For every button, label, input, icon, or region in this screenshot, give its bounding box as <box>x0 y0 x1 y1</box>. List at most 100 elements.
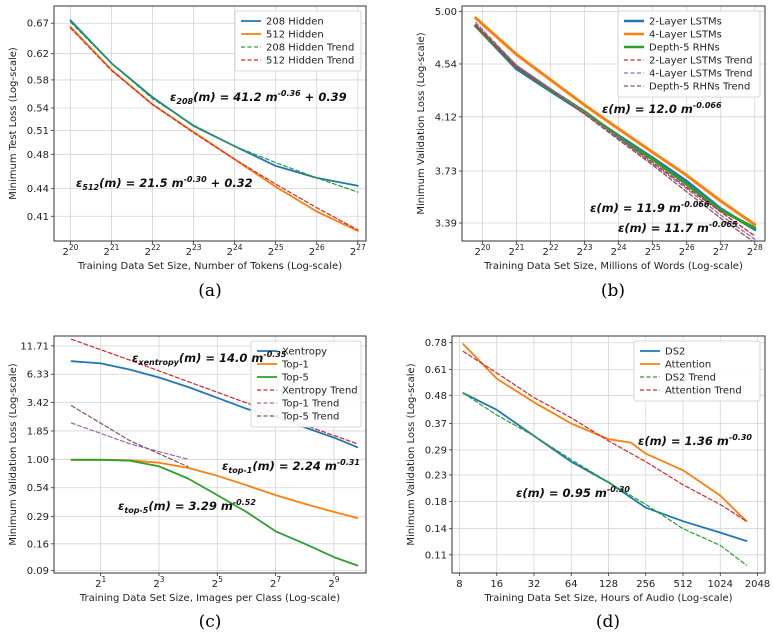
x-tick-base: 2 <box>62 247 68 258</box>
x-tick-base: 2 <box>104 247 110 258</box>
x-tick-label: 224 <box>611 243 627 258</box>
x-tick-label: 227 <box>350 243 366 258</box>
y-tick-label: 0.37 <box>425 419 447 430</box>
x-tick-exponent: 25 <box>651 243 661 252</box>
x-tick-label: 220 <box>62 243 78 258</box>
equation-mid: (m) = 11.9 m <box>596 201 681 215</box>
x-tick-exponent: 1 <box>101 575 106 584</box>
x-tick-label: 220 <box>474 243 490 258</box>
legend-label: Depth-5 RHNs Trend <box>649 82 750 93</box>
equation-sup: -0.066 <box>693 101 722 110</box>
x-tick-exponent: 25 <box>274 243 284 252</box>
legend-label: Attention <box>665 360 711 371</box>
x-tick-label: 2048 <box>745 579 770 590</box>
fit-equation: εtop-5(m) = 3.29 m-0.52 <box>118 498 256 515</box>
y-axis-label: Minimum Validation Loss (Log-scale) <box>416 32 427 214</box>
y-tick-label: 0.48 <box>27 150 49 161</box>
x-tick-exponent: 20 <box>481 243 491 252</box>
series-line-ds2-trend <box>462 392 748 566</box>
legend-label: 208 Hidden <box>266 17 324 28</box>
x-tick-base: 2 <box>509 247 515 258</box>
equation-main: ε <box>222 459 228 473</box>
equation-mid: (m) = 12.0 m <box>608 102 693 116</box>
x-tick-base: 2 <box>268 247 274 258</box>
equation-sub: top-5 <box>124 506 148 515</box>
equation-sup: -0.30 <box>729 433 752 442</box>
y-tick-label: 0.29 <box>27 512 49 523</box>
y-tick-label: 0.48 <box>425 391 447 402</box>
y-tick-label: 0.61 <box>425 365 447 376</box>
x-tick-base: 2 <box>328 579 334 590</box>
series-line-depth-5-rhns-trend <box>474 23 754 241</box>
legend-label: Top-1 Trend <box>281 399 339 410</box>
x-tick-base: 2 <box>645 247 651 258</box>
fit-equation: ε(m) = 1.36 m-0.30 <box>638 433 752 448</box>
x-axis-label: Training Data Set Size, Images per Class… <box>79 593 340 604</box>
x-tick-label: 223 <box>577 243 593 258</box>
equation-main: ε <box>76 176 82 190</box>
y-axis-label: Minimum Validation Loss (Log-scale) <box>8 363 19 545</box>
legend-label: DS2 Trend <box>665 373 716 384</box>
x-tick-label: 228 <box>747 243 763 258</box>
x-tick-label: 25 <box>212 575 223 590</box>
fit-equation: ε(m) = 12.0 m-0.066 <box>602 101 722 116</box>
y-tick-label: 3.73 <box>435 166 457 177</box>
fit-equation: εtop-1(m) = 2.24 m-0.31 <box>222 458 360 475</box>
plot-frame <box>461 5 766 242</box>
y-tick-label: 0.78 <box>425 338 447 349</box>
legend-label: Top-5 Trend <box>281 412 339 423</box>
x-tick-label: 16 <box>490 579 503 590</box>
equation-main: ε <box>170 90 176 104</box>
x-tick-label: 225 <box>268 243 284 258</box>
y-tick-label: 4.12 <box>435 112 457 123</box>
legend-label: 512 Hidden <box>266 30 324 41</box>
series-line-4-layer-lstms <box>474 16 757 227</box>
equation-main: ε <box>118 499 124 513</box>
x-tick-exponent: 26 <box>315 243 325 252</box>
x-tick-label: 32 <box>528 579 541 590</box>
x-tick-label: 512 <box>673 579 692 590</box>
y-tick-label: 3.42 <box>27 398 49 409</box>
x-tick-base: 2 <box>186 247 192 258</box>
legend-box <box>633 340 761 402</box>
legend: DS2 Attention DS2 Trend Attention Trend <box>633 340 761 402</box>
x-tick-exponent: 23 <box>583 243 593 252</box>
chart-panel-d: 8 16 32 64 128 256 512 1024 2048 0.78 0.61 0.48 0.37… <box>406 335 770 632</box>
x-tick-label: 227 <box>713 243 729 258</box>
equation-mid: (m) = 1.36 m <box>644 434 729 448</box>
x-tick-exponent: 24 <box>233 243 243 252</box>
x-tick-label: 221 <box>104 243 120 258</box>
y-tick-label: 0.41 <box>27 212 49 223</box>
equation-sup: -0.31 <box>337 458 360 467</box>
equation-main: ε <box>638 434 644 448</box>
equation-sup: -0.30 <box>607 485 630 494</box>
x-tick-exponent: 5 <box>218 575 223 584</box>
x-tick-label: 128 <box>599 579 618 590</box>
equation-tail: + 0.32 <box>207 176 253 190</box>
legend-label: Depth-5 RHNs <box>649 43 720 54</box>
x-tick-exponent: 27 <box>356 243 366 252</box>
legend-label: 4-Layer LSTMs Trend <box>649 69 752 80</box>
x-axis-label: Training Data Set Size, Number of Tokens… <box>77 261 342 272</box>
y-tick-label: 0.29 <box>425 445 447 456</box>
x-tick-base: 2 <box>350 247 356 258</box>
legend-label: 2-Layer LSTMs <box>649 17 722 28</box>
legend-label: 208 Hidden Trend <box>266 43 354 54</box>
y-tick-label: 1.00 <box>27 455 49 466</box>
x-tick-label: 222 <box>145 243 161 258</box>
equation-sup: -0.36 <box>278 89 301 98</box>
y-tick-label: 0.67 <box>27 19 49 30</box>
equation-sup: -0.066 <box>681 200 710 209</box>
x-tick-exponent: 28 <box>753 243 763 252</box>
legend-label: Xentropy Trend <box>282 386 358 397</box>
equation-mid: (m) = 3.29 m <box>148 499 233 513</box>
y-tick-label: 5.00 <box>435 7 457 18</box>
equation-sup: -0.35 <box>263 350 286 359</box>
equation-mid: (m) = 21.5 m <box>99 176 184 190</box>
x-tick-base: 2 <box>543 247 549 258</box>
panel-caption: (a) <box>198 281 221 301</box>
y-axis-label: Minimum Test Loss (Log-scale) <box>8 47 19 200</box>
legend: 208 Hidden 512 Hidden 208 Hidden Trend 512 … <box>234 10 362 72</box>
y-tick-label: 0.23 <box>425 470 447 481</box>
equation-main: ε <box>602 102 608 116</box>
